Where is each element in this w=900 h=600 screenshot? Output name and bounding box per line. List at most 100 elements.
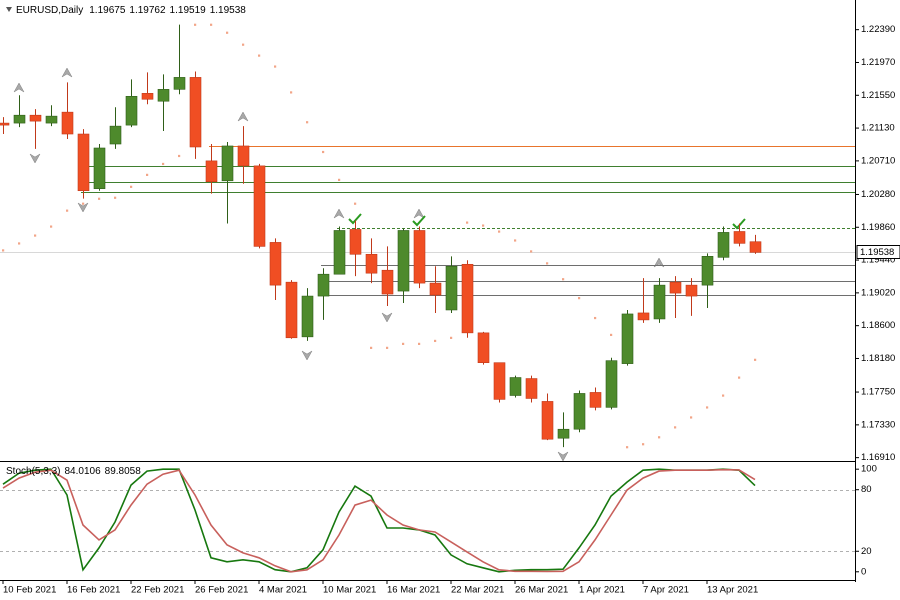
y-tick-label: 1.21130 [861, 123, 895, 134]
x-tick-label: 10 Mar 2021 [323, 585, 376, 596]
candle-body [589, 392, 602, 408]
y-tick-label: 1.21970 [861, 57, 895, 68]
candle-body [157, 89, 170, 102]
arrow-down [77, 202, 89, 213]
current-price-label: 1.19538 [860, 247, 894, 258]
sar-dot [114, 196, 117, 199]
x-tick-label: 16 Mar 2021 [387, 585, 440, 596]
sar-dot [178, 154, 181, 158]
indicator-title: Stoch(5,3,3) [6, 466, 60, 477]
candle-body [45, 115, 58, 124]
candle-body [29, 114, 42, 122]
candle-body [749, 241, 762, 253]
sar-dot [434, 339, 437, 343]
y-tick-label: 1.20710 [861, 155, 895, 166]
x-tick-label: 22 Feb 2021 [131, 585, 184, 596]
candle-body [701, 256, 714, 286]
sar-dot [210, 23, 213, 26]
sar-dot [354, 202, 357, 205]
candle-body [317, 273, 330, 297]
sar-dot [338, 178, 341, 181]
y-tick-label: 80 [861, 484, 872, 495]
candle-body [13, 114, 26, 124]
sar-dot [306, 121, 309, 124]
sar-dot [194, 23, 197, 26]
indicator-header: Stoch(5,3,3) 84.0106 89.8058 [6, 466, 141, 477]
sar-dot [658, 436, 661, 439]
candle-body [653, 284, 666, 320]
candle-body [221, 145, 234, 182]
arrow-down [301, 350, 313, 361]
sar-dot [274, 65, 277, 68]
sar-dot [482, 224, 485, 227]
candle-body [173, 77, 186, 90]
sar-dot [466, 221, 469, 224]
header-low: 1.19519 [170, 5, 207, 16]
sar-dot [530, 250, 533, 253]
candle-body [301, 295, 314, 338]
sar-dot [546, 262, 549, 265]
sar-dot [610, 333, 613, 337]
candle-body [253, 165, 266, 247]
y-tick-label: 1.18180 [861, 353, 895, 364]
candle-body [381, 269, 394, 295]
menu-triangle [6, 7, 12, 12]
x-tick-label: 16 Feb 2021 [67, 585, 120, 596]
candle-body [189, 77, 202, 148]
sar-dot [674, 426, 677, 429]
sar-dot [66, 209, 69, 212]
sar-dot [690, 416, 693, 419]
x-tick-label: 1 Apr 2021 [579, 585, 625, 596]
sar-dot [2, 249, 5, 252]
arrow-down [29, 153, 41, 164]
candle-body [205, 160, 218, 183]
x-tick-label: 4 Mar 2021 [259, 585, 307, 596]
sar-dot [562, 278, 565, 281]
header-open: 1.19675 [89, 5, 126, 16]
candle-body [669, 281, 682, 294]
sar-dot [738, 376, 741, 379]
arrow-up [653, 257, 665, 268]
x-tick-label: 10 Feb 2021 [3, 585, 56, 596]
candle-body [141, 93, 154, 100]
arrow-up [13, 82, 25, 93]
candle-body [429, 282, 442, 296]
y-tick-label: 20 [861, 546, 872, 557]
candle-body [685, 284, 698, 297]
sar-dot [706, 406, 709, 409]
sar-dot [130, 185, 133, 188]
sar-dot [82, 202, 85, 205]
y-tick-label: 100 [861, 464, 877, 475]
y-tick-label: 0 [861, 566, 866, 577]
candle-body [525, 378, 538, 399]
header-high: 1.19762 [129, 5, 166, 16]
candle-body [605, 360, 618, 408]
candle-body [509, 377, 522, 396]
check [348, 213, 362, 225]
signal-value: 89.8058 [105, 466, 142, 477]
arrow-down [381, 312, 393, 323]
candle-body [93, 147, 106, 189]
sar-dot [34, 234, 37, 237]
candle-body [621, 313, 634, 364]
candle-body [733, 231, 746, 244]
arrow-up [413, 208, 425, 219]
x-tick-label: 26 Feb 2021 [195, 585, 248, 596]
candle-body [461, 263, 474, 334]
candle-body [237, 145, 250, 167]
candle-body [333, 230, 346, 275]
candle-body [125, 95, 138, 126]
candle-body [413, 230, 426, 284]
sar-dot [162, 162, 165, 166]
candle-body [637, 312, 650, 321]
sar-dot [226, 31, 229, 34]
candle-body [77, 133, 90, 192]
y-tick-label: 1.21550 [861, 90, 895, 101]
candle-body [365, 253, 378, 274]
sar-dot [258, 54, 261, 57]
y-tick-label: 1.17750 [861, 387, 895, 398]
y-tick-label: 1.18600 [861, 320, 895, 331]
arrow-up [333, 208, 345, 219]
check [412, 215, 426, 227]
